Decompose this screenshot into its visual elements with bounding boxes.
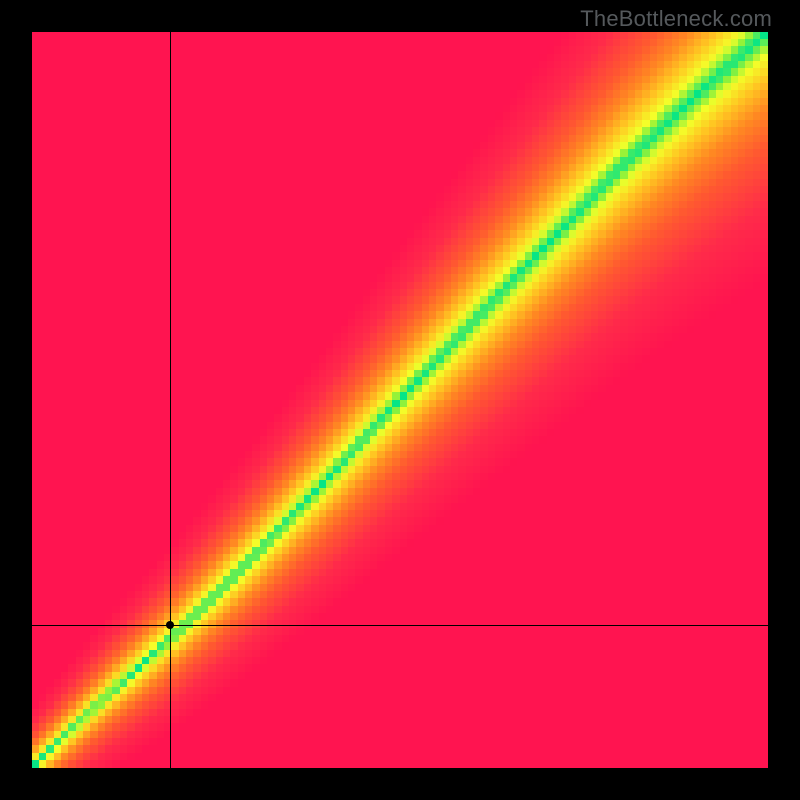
- selection-marker: [166, 621, 174, 629]
- heatmap-plot: [32, 32, 768, 768]
- crosshair-horizontal: [32, 625, 768, 626]
- watermark-text: TheBottleneck.com: [580, 6, 772, 32]
- crosshair-vertical: [170, 32, 171, 768]
- heatmap-canvas: [32, 32, 768, 768]
